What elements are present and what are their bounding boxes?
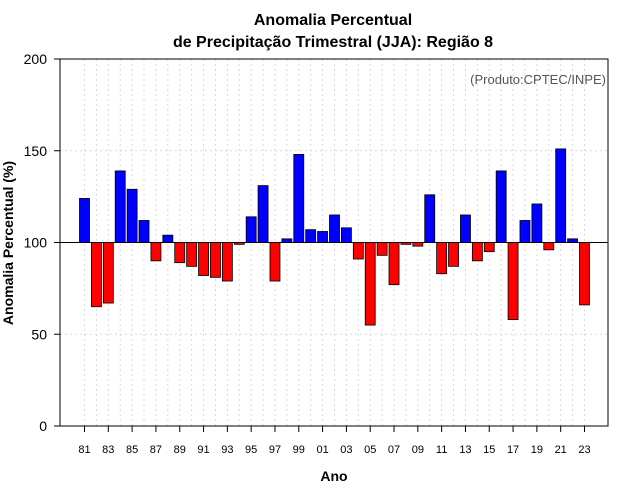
bar-90 bbox=[186, 242, 198, 267]
bar-00 bbox=[305, 229, 317, 243]
x-tick-label: 11 bbox=[436, 444, 447, 456]
y-tick-label: 50 bbox=[31, 326, 47, 342]
x-tick-label: 95 bbox=[245, 444, 257, 456]
bar-19 bbox=[531, 203, 543, 243]
bar-18 bbox=[519, 220, 531, 243]
bar-05 bbox=[364, 242, 376, 326]
bar-02 bbox=[329, 214, 340, 243]
bar-21 bbox=[555, 148, 567, 243]
x-axis-label: Ano bbox=[320, 468, 347, 484]
x-tick-label: 09 bbox=[412, 444, 424, 456]
x-tick-label: 81 bbox=[78, 444, 90, 456]
x-tick-label: 17 bbox=[507, 444, 519, 456]
bar-87 bbox=[150, 242, 162, 262]
y-tick-label: 0 bbox=[39, 418, 47, 434]
bar-17 bbox=[507, 242, 519, 320]
y-axis: 0 50 100 150 200 bbox=[24, 51, 60, 434]
bar-89 bbox=[174, 242, 186, 264]
x-tick-label: 91 bbox=[197, 444, 209, 456]
bar-13 bbox=[460, 214, 471, 243]
bar-88 bbox=[162, 234, 174, 243]
x-tick-label: 03 bbox=[340, 444, 352, 456]
bar-96 bbox=[257, 185, 269, 243]
bar-98 bbox=[281, 238, 293, 243]
y-axis-label: Anomalia Percentual (%) bbox=[0, 161, 16, 325]
x-tick-label: 19 bbox=[531, 444, 543, 456]
x-tick-label: 15 bbox=[483, 444, 495, 456]
bar-11 bbox=[436, 242, 448, 275]
x-tick-label: 99 bbox=[293, 444, 305, 456]
bar-06 bbox=[376, 242, 388, 256]
y-tick-label: 200 bbox=[24, 51, 48, 67]
bar-10 bbox=[424, 194, 436, 243]
bar-01 bbox=[317, 231, 328, 243]
x-tick-label: 85 bbox=[126, 444, 138, 456]
bar-22 bbox=[567, 238, 578, 243]
x-axis: 81 83 85 87 89 91 93 95 97 99 01 03 05 07 09 11 13 15 17 19… bbox=[78, 426, 591, 456]
source-annotation: (Produto:CPTEC/INPE) bbox=[470, 72, 606, 87]
bar-81 bbox=[79, 198, 90, 243]
bar-09 bbox=[412, 242, 424, 247]
x-tick-label: 87 bbox=[150, 444, 162, 456]
bar-14 bbox=[471, 242, 483, 262]
x-tick-label: 05 bbox=[364, 444, 376, 456]
x-tick-label: 01 bbox=[316, 444, 328, 456]
bar-07 bbox=[388, 242, 400, 286]
bar-82 bbox=[91, 242, 102, 308]
bar-95 bbox=[245, 216, 257, 243]
x-tick-label: 89 bbox=[174, 444, 186, 456]
bar-20 bbox=[543, 242, 555, 251]
bar-85 bbox=[126, 188, 138, 243]
bar-93 bbox=[221, 242, 233, 282]
x-tick-label: 83 bbox=[102, 444, 114, 456]
bar-83 bbox=[102, 242, 114, 304]
y-tick-label: 100 bbox=[24, 235, 48, 251]
grid bbox=[60, 59, 608, 426]
x-tick-label: 97 bbox=[269, 444, 281, 456]
bar-84 bbox=[114, 170, 126, 243]
bar-23 bbox=[579, 242, 590, 306]
bar-04 bbox=[352, 242, 364, 260]
bar-86 bbox=[138, 220, 150, 243]
x-tick-label: 07 bbox=[388, 444, 400, 456]
y-tick-label: 150 bbox=[24, 143, 48, 159]
bar-99 bbox=[293, 154, 305, 243]
bar-91 bbox=[198, 242, 209, 276]
x-tick-label: 21 bbox=[555, 444, 567, 456]
chart-title-line2: de Precipitação Trimestral (JJA): Região… bbox=[173, 34, 493, 51]
bar-97 bbox=[269, 242, 281, 282]
x-tick-label: 23 bbox=[578, 444, 590, 456]
bar-16 bbox=[495, 170, 507, 243]
x-tick-label: 93 bbox=[221, 444, 233, 456]
bar-03 bbox=[341, 227, 352, 243]
chart-title-line1: Anomalia Percentual bbox=[254, 12, 412, 29]
bar-15 bbox=[483, 242, 495, 253]
x-tick-label: 13 bbox=[459, 444, 471, 456]
bars bbox=[79, 148, 590, 326]
bar-92 bbox=[210, 242, 221, 278]
bar-12 bbox=[448, 242, 459, 267]
